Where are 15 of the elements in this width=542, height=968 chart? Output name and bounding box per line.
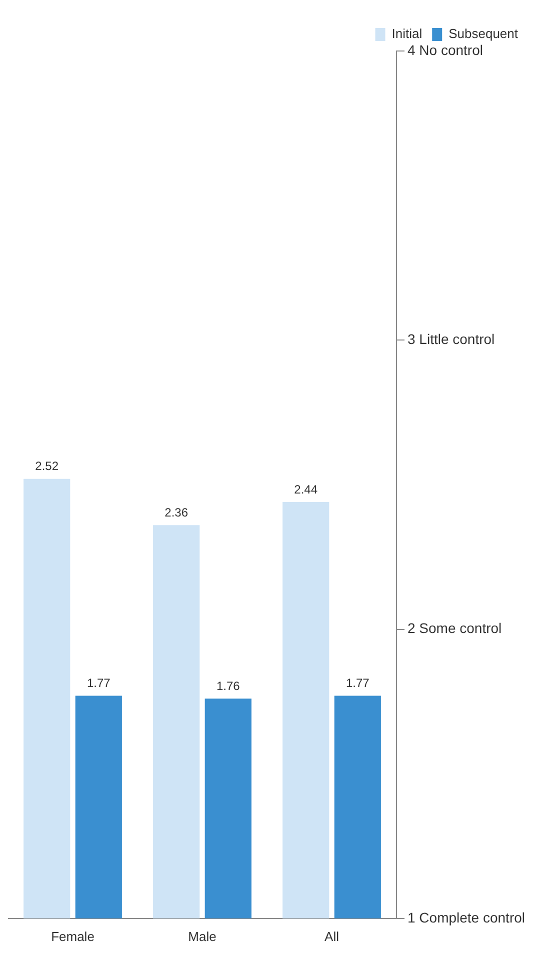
x-tick-label: Male xyxy=(188,928,216,944)
data-label: 1.77 xyxy=(86,676,111,690)
data-label: 2.52 xyxy=(35,459,59,474)
data-label: 1.77 xyxy=(346,676,370,690)
y-tick-label: 3 Little control xyxy=(407,330,495,347)
y-tick-label: 1 Complete control xyxy=(407,909,526,926)
x-tick-label: All xyxy=(324,928,340,944)
y-tick-label: 4 No control xyxy=(407,42,483,58)
data-label: 2.44 xyxy=(294,482,318,496)
y-tick-label: 2 Some control xyxy=(407,620,502,636)
data-label: 2.36 xyxy=(164,505,188,520)
data-label: 1.76 xyxy=(216,678,240,693)
legend-label: Initial xyxy=(392,26,422,42)
legend-label: Subsequent xyxy=(448,26,518,42)
x-tick-label: Female xyxy=(51,928,94,944)
